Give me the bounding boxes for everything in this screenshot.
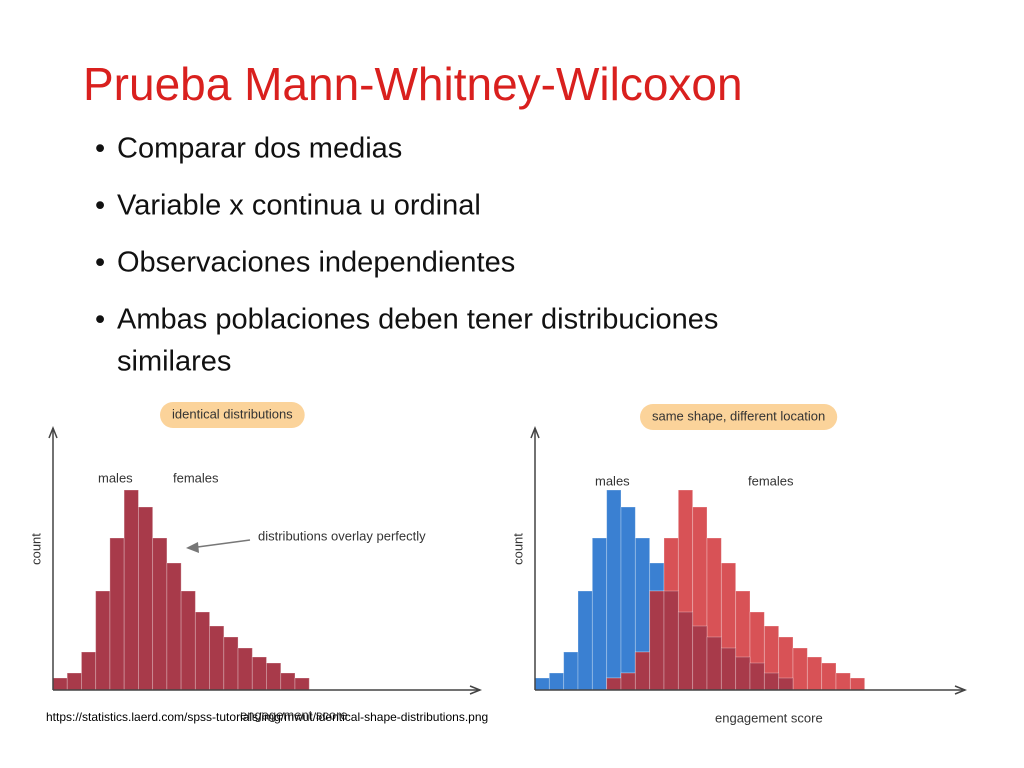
chart-title: same shape, different location: [652, 408, 825, 423]
legend-label: females: [173, 470, 219, 485]
bullet-dot: •: [95, 247, 105, 279]
bullet: Comparar dos medias: [117, 133, 402, 165]
overlap-bar: [606, 677, 622, 691]
legend-label: females: [748, 473, 794, 488]
hist-bar: [166, 562, 182, 691]
hist-bar: [577, 590, 593, 691]
x-axis-label: engagement score: [240, 707, 348, 722]
hist-bar: [821, 662, 837, 691]
x-arrow: [954, 685, 968, 695]
x-arrow: [469, 685, 483, 695]
source: https://statistics.laerd.com/spss-tutori…: [46, 710, 488, 724]
overlap-bar: [778, 677, 794, 691]
annotation-arrow: [189, 539, 251, 549]
annotation-arrowhead: [186, 542, 199, 553]
hist-bar: [209, 625, 225, 691]
bullet-dot: •: [95, 133, 105, 165]
hist-bar: [591, 537, 608, 691]
bullet: Ambas poblaciones deben tener distribuci…: [117, 304, 718, 336]
hist-bar: [95, 590, 111, 691]
hist-bar: [81, 651, 97, 691]
overlap-bar: [735, 656, 751, 691]
bullet-dot: •: [95, 190, 105, 222]
y-arrow: [48, 425, 58, 439]
hist-bar: [152, 537, 168, 691]
overlap-bar: [663, 590, 679, 691]
hist-bar: [606, 489, 622, 691]
overlap-bar: [677, 611, 694, 691]
title-pill: [160, 402, 305, 428]
overlap-bar: [649, 590, 665, 691]
overlap-bar: [620, 672, 636, 691]
charts: identical distributions males females count…: [28, 402, 968, 725]
legend-label: males: [595, 473, 630, 488]
annotation: distributions overlay perfectly: [258, 528, 426, 543]
hist-bar: [620, 506, 636, 691]
hist-bar: [52, 677, 68, 691]
hist-bar: [266, 662, 282, 691]
y-axis-label: count: [28, 533, 43, 565]
x-axis-label: engagement score: [715, 710, 823, 725]
bullets: • Comparar dos medias • Variable x conti…: [95, 133, 718, 378]
overlap-bar: [720, 647, 737, 691]
hist-bar: [849, 677, 866, 691]
hist-bar: [563, 651, 579, 691]
overlap-bar: [692, 625, 708, 691]
overlap-bar: [634, 651, 651, 691]
hist-bar: [123, 489, 139, 691]
hist-bar: [280, 672, 296, 691]
chart-title: identical distributions: [172, 406, 293, 421]
y-axis-label: count: [510, 533, 525, 565]
y-arrow: [530, 425, 540, 439]
overlap-bar: [749, 662, 765, 691]
hist-bar: [534, 677, 550, 691]
hist-bar: [137, 506, 154, 691]
bullet-dot: •: [95, 304, 105, 336]
overlap-bar: [763, 672, 780, 691]
hist-bar: [792, 647, 808, 691]
hist-bar: [835, 672, 851, 691]
hist-bar: [109, 537, 125, 691]
hist-bar: [66, 672, 82, 691]
hist-bar: [251, 656, 267, 691]
hist-bar: [223, 636, 239, 691]
slide-title: Prueba Mann-Whitney-Wilcoxon: [83, 58, 743, 110]
bullet: Observaciones independientes: [117, 247, 515, 279]
hist-bar: [294, 677, 310, 691]
legend-label: males: [98, 470, 133, 485]
bullet: similares: [117, 346, 231, 378]
title-pill: [640, 404, 838, 430]
hist-bar: [180, 590, 196, 691]
hist-bar: [237, 647, 253, 691]
overlap-bar: [706, 636, 722, 691]
hist-bar: [194, 611, 210, 691]
bullet: Variable x continua u ordinal: [117, 190, 481, 222]
hist-bar: [806, 656, 823, 691]
hist-bar: [548, 672, 565, 691]
